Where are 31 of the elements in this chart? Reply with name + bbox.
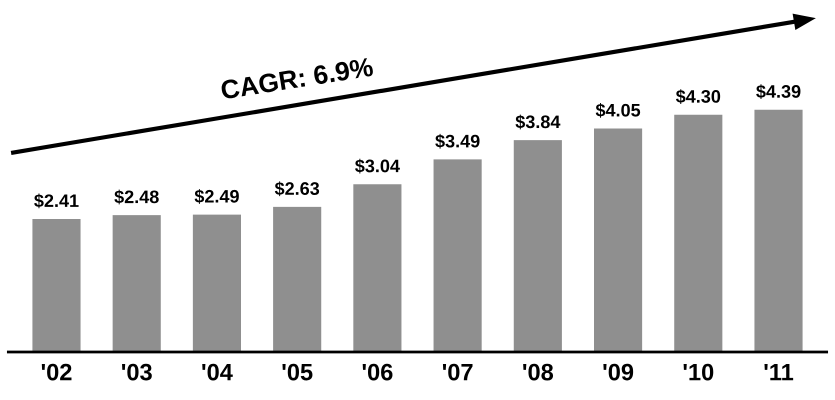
- bar: [32, 219, 81, 352]
- data-label: $4.05: [596, 103, 640, 118]
- x-tick-label: '06: [362, 364, 392, 380]
- bar: [273, 206, 322, 352]
- x-tick-label: '08: [523, 364, 554, 380]
- bar: [514, 140, 562, 352]
- data-label: $3.49: [435, 134, 480, 149]
- bar: [112, 215, 161, 352]
- x-tick-label: '05: [282, 364, 312, 380]
- x-tick-label: '02: [42, 364, 72, 380]
- data-label: $4.30: [676, 89, 720, 104]
- x-tick-label: '10: [684, 364, 714, 380]
- bar: [353, 184, 402, 352]
- x-tick-label: '04: [202, 364, 233, 380]
- bar: [594, 128, 642, 352]
- data-label: $2.41: [34, 194, 79, 208]
- data-label: $2.63: [274, 181, 320, 196]
- x-tick-label: '11: [764, 364, 794, 380]
- data-label: $3.04: [355, 158, 400, 174]
- data-label: $2.49: [194, 189, 239, 204]
- bar: [674, 114, 722, 352]
- bar: [434, 159, 482, 352]
- data-label: $2.48: [114, 190, 159, 204]
- bar: [192, 214, 242, 352]
- text: CAGR: 6.9%: [220, 57, 374, 100]
- data-label: $3.84: [515, 114, 560, 130]
- x-tick-label: '03: [122, 364, 152, 380]
- data-label: $4.39: [756, 84, 800, 100]
- bar: [754, 110, 803, 352]
- x-tick-label: '09: [603, 364, 634, 380]
- x-tick-label: '07: [442, 364, 473, 380]
